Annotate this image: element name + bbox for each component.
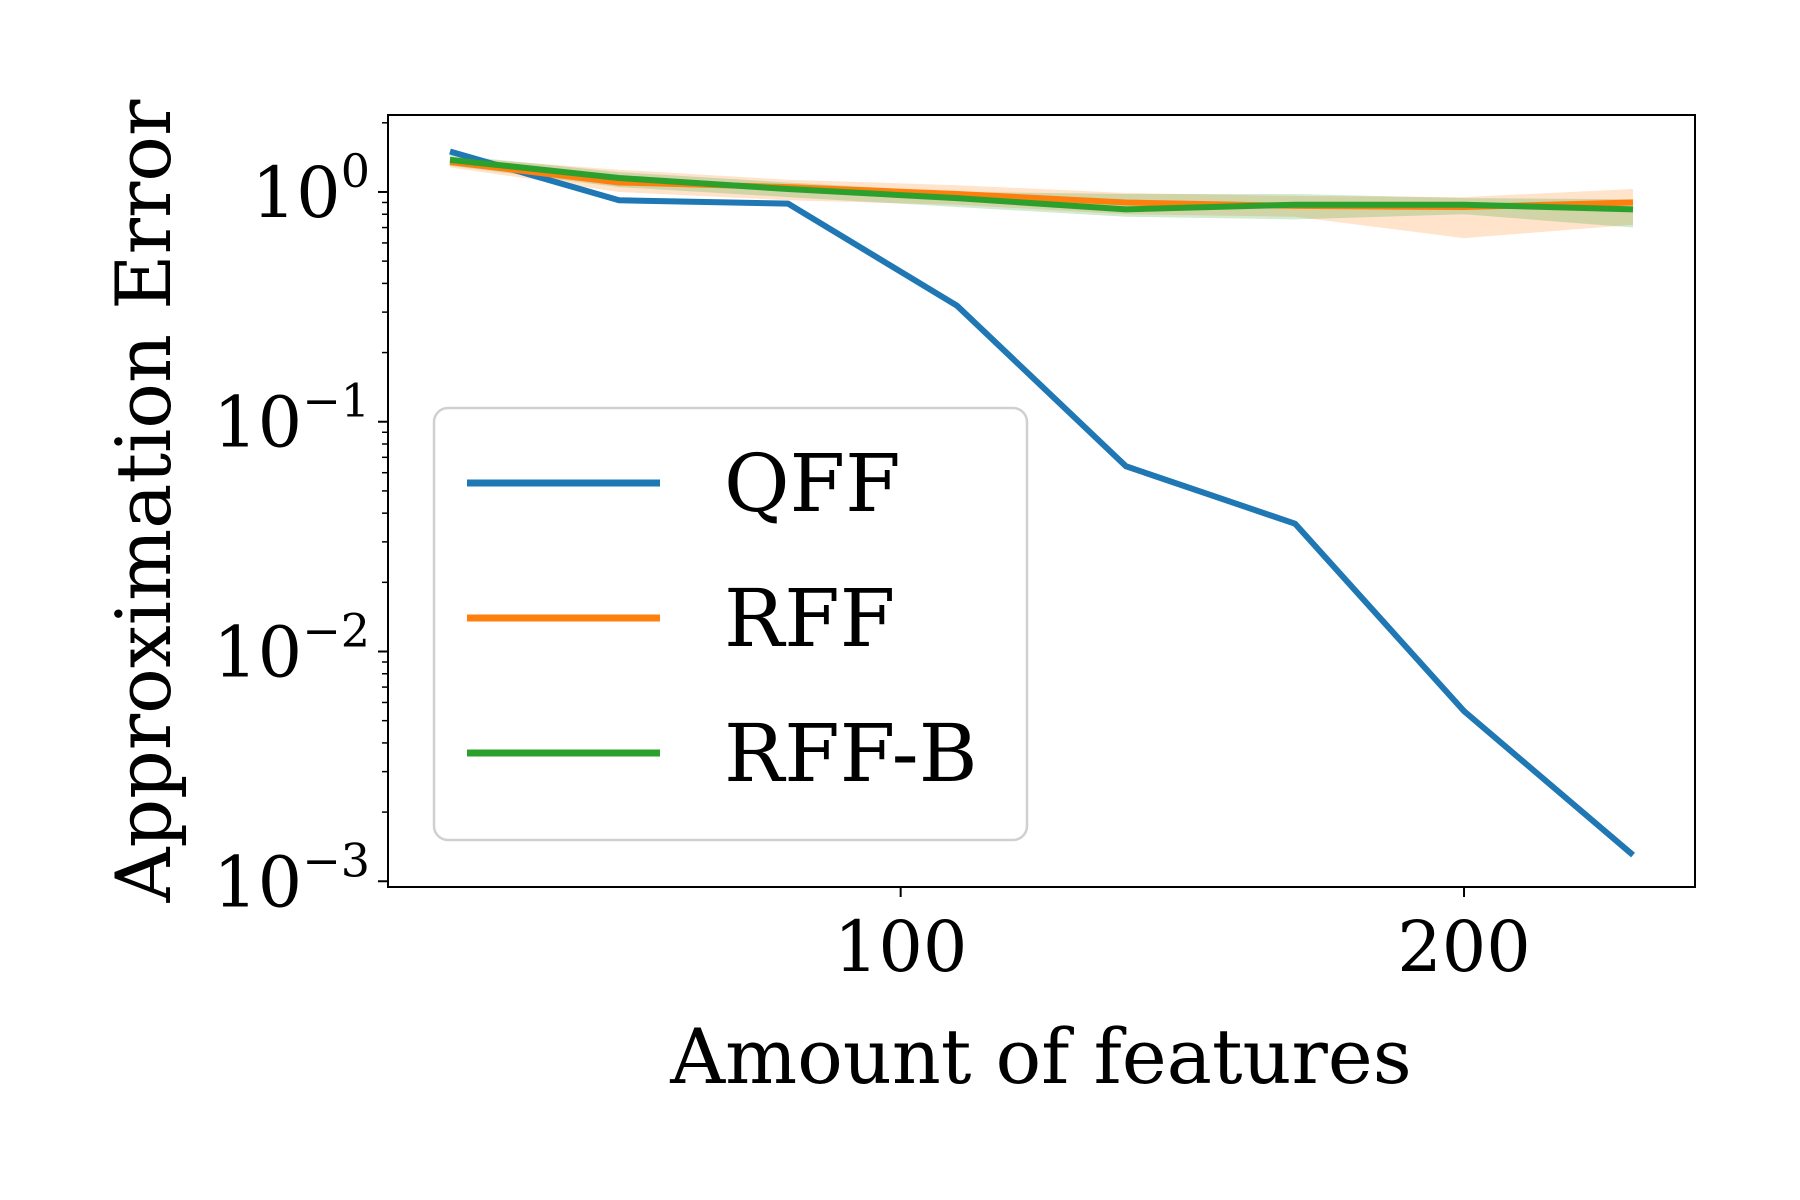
legend: QFF RFF RFF-B [432,406,1029,842]
qff-line [449,148,1635,858]
legend-label-rff-b: RFF-B [724,707,977,800]
y-tick-label: 10−1 [213,374,370,464]
legend-label-rff: RFF [724,572,895,665]
y-axis: 100 10−1 10−2 10−3 [213,122,388,923]
y-tick-label: 100 [252,144,370,234]
y-tick-label: 10−2 [213,603,370,693]
rff-b-line [449,156,1634,213]
series-lines [449,148,1635,858]
legend-label-qff: QFF [724,437,901,530]
x-axis-label: Amount of features [669,1012,1412,1101]
rff-b-band [449,154,1634,228]
y-axis-label: Approximation Error [99,99,188,903]
x-tick-label: 200 [1397,906,1531,988]
plot-frame [387,114,1696,888]
x-axis: 100 200 [834,887,1531,988]
legend-box [432,406,1029,842]
y-tick-label: 10−3 [213,833,370,923]
x-tick-label: 100 [834,906,968,988]
